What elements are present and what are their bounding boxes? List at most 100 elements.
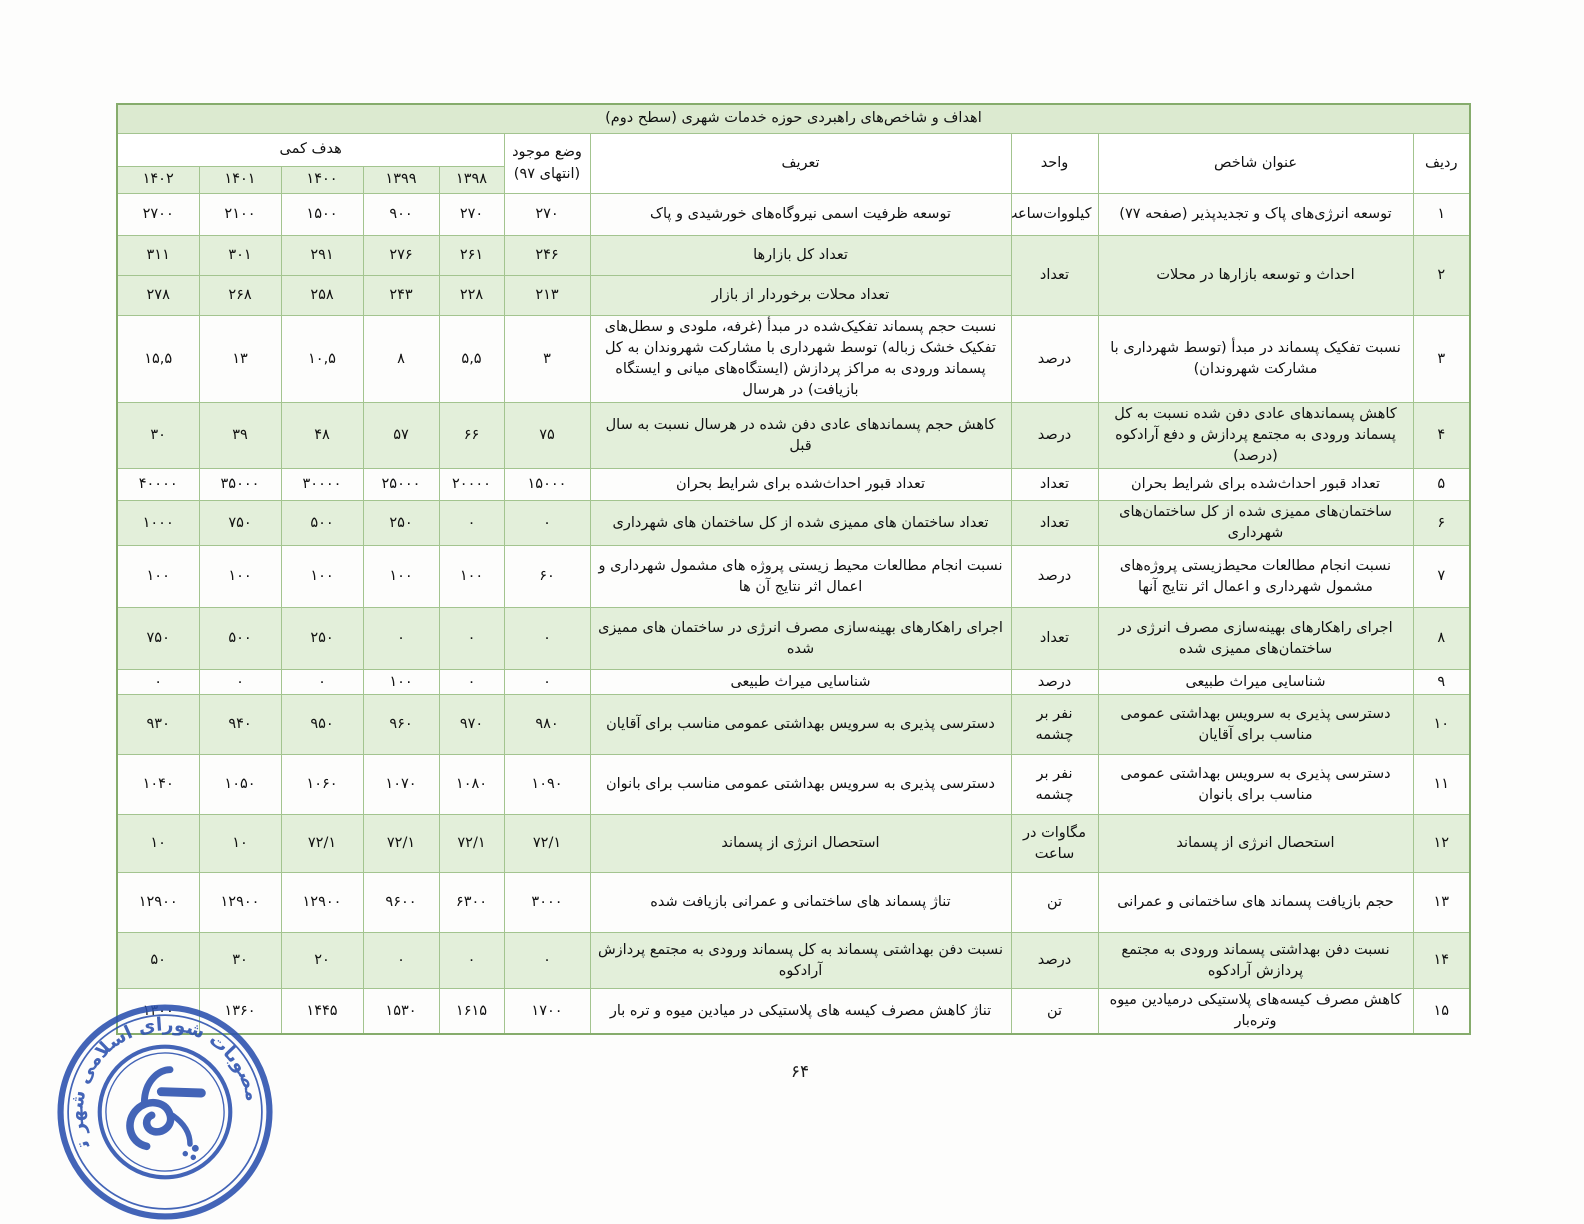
indicator-cell: احداث و توسعه بازارها در محلات <box>1097 235 1414 316</box>
unit-cell: تعداد <box>1010 607 1099 671</box>
table-subrow: تعداد محلات برخوردار از بازار ۲۱۳ ۲۲۸ ۲۴… <box>116 275 1470 316</box>
value-cell: ۲۷۶ <box>362 235 440 276</box>
definition-cell: نسبت حجم پسماند تفکیک‌شده در مبدأ (غرفه،… <box>589 314 1012 404</box>
value-cell: ۶۳۰۰ <box>438 872 505 934</box>
value-cell: ۱۰۸۰ <box>438 754 505 816</box>
unit-cell: مگاوات در ساعت <box>1010 814 1099 874</box>
status-line2: (انتهای ۹۷) <box>513 165 581 182</box>
value-cell: ۱۲۹۰۰ <box>116 872 200 934</box>
unit-cell: درصد <box>1010 669 1099 696</box>
value-cell: ۱۵۰۰۰ <box>503 468 591 502</box>
definition-cell: تعداد قبور احداث‌شده برای شرایط بحران <box>589 468 1012 502</box>
value-cell: ۱۲۹۰۰ <box>280 872 364 934</box>
value-cell: ۰ <box>438 932 505 990</box>
row-number-cell: ۱ <box>1412 193 1471 236</box>
value-cell: ۰ <box>280 669 364 696</box>
row-number-cell: ۵ <box>1412 468 1471 502</box>
row-number-cell: ۱۰ <box>1412 694 1471 756</box>
value-cell: ۳۰۱ <box>198 235 282 276</box>
value-cell: ۵,۵ <box>438 314 505 404</box>
value-cell: ۲۴۶ <box>503 235 591 276</box>
year-1401: ۱۴۰۱ <box>198 166 282 194</box>
row-number-cell: ۴ <box>1412 402 1471 470</box>
value-cell: ۹۰۰ <box>362 193 440 236</box>
definition-cell: اجرای راهکارهای بهینه‌سازی مصرف انرژی در… <box>589 607 1012 671</box>
value-cell: ۹۳۰ <box>116 694 200 756</box>
value-cell: ۵۷ <box>362 402 440 470</box>
value-cell: ۱۰۰ <box>362 545 440 609</box>
row-number-cell: ۶ <box>1412 500 1471 547</box>
value-cell: ۰ <box>503 932 591 990</box>
year-1400: ۱۴۰۰ <box>280 166 364 194</box>
value-cell: ۰ <box>116 669 200 696</box>
value-cell: ۴۰۰۰۰ <box>116 468 200 502</box>
value-cell: ۲۷۰۰ <box>116 193 200 236</box>
unit-cell: درصد <box>1010 402 1099 470</box>
value-cell: ۴۸ <box>280 402 364 470</box>
value-cell: ۹۶۰۰ <box>362 872 440 934</box>
definition-cell: شناسایی میراث طبیعی <box>589 669 1012 696</box>
value-cell: ۱۵۳۰ <box>362 988 440 1035</box>
table-row: ۱۵ کاهش مصرف کیسه‌های پلاستیکی درمیادین … <box>116 988 1471 1035</box>
table-row: ۱۳ حجم بازیافت پسماند های ساختمانی و عمر… <box>116 872 1471 934</box>
value-cell: ۷۲/۱ <box>280 814 364 874</box>
value-cell: ۱۰,۵ <box>280 314 364 404</box>
unit-cell: تن <box>1010 988 1099 1035</box>
definition-cell: استحصال انرژی از پسماند <box>589 814 1012 874</box>
value-cell: ۱۳۰۰ <box>116 988 200 1035</box>
unit-cell: تن <box>1010 872 1099 934</box>
value-cell: ۱۰۰ <box>116 545 200 609</box>
table-row: ۲ احداث و توسعه بازارها در محلات تعداد ت… <box>116 235 1471 316</box>
value-cell: ۱۵۰۰ <box>280 193 364 236</box>
value-cell: ۱۰۵۰ <box>198 754 282 816</box>
table-row: ۶ ساختمان‌های ممیزی شده از کل ساختمان‌ها… <box>116 500 1471 547</box>
unit-cell: درصد <box>1010 314 1099 404</box>
indicator-cell: کاهش مصرف کیسه‌های پلاستیکی درمیادین میو… <box>1097 988 1414 1035</box>
header-unit: واحد <box>1010 133 1099 194</box>
value-cell: ۲۵۰۰۰ <box>362 468 440 502</box>
value-cell: ۲۱۰۰ <box>198 193 282 236</box>
value-cell: ۳ <box>503 314 591 404</box>
definition-cell: تناژ کاهش مصرف کیسه های پلاستیکی در میاد… <box>589 988 1012 1035</box>
unit-cell: تعداد <box>1010 235 1099 316</box>
value-cell: ۳۰ <box>198 932 282 990</box>
value-cell: ۳۰ <box>116 402 200 470</box>
value-cell: ۵۰ <box>116 932 200 990</box>
unit-cell: کیلووات‌ساعت <box>1010 193 1099 236</box>
value-cell: ۶۰ <box>503 545 591 609</box>
definition-cell: تعداد محلات برخوردار از بازار <box>589 275 1012 316</box>
stamp-emblem <box>126 1066 206 1161</box>
indicator-cell: اجرای راهکارهای بهینه‌سازی مصرف انرژی در… <box>1097 607 1414 671</box>
header-quant-target: هدف کمی <box>116 133 505 167</box>
indicator-cell: دسترسی پذیری به سرویس بهداشتی عمومی مناس… <box>1097 754 1414 816</box>
value-cell: ۷۲/۱ <box>503 814 591 874</box>
row-number-cell: ۷ <box>1412 545 1471 609</box>
value-cell: ۲۶۱ <box>438 235 505 276</box>
row-number-cell: ۱۴ <box>1412 932 1471 990</box>
table-row: ۴ کاهش پسماندهای عادی دفن شده نسبت به کل… <box>116 402 1471 470</box>
indicators-table: اهداف و شاخص‌های راهبردی حوزه خدمات شهری… <box>115 103 1471 1036</box>
value-cell: ۲۵۰ <box>280 607 364 671</box>
value-cell: ۷۲/۱ <box>362 814 440 874</box>
table-row: ۱ توسعه انرژی‌های پاک و تجدیدپذیر (صفحه … <box>116 193 1471 236</box>
value-cell: ۷۵۰ <box>198 500 282 547</box>
value-cell: ۸ <box>362 314 440 404</box>
row-number-cell: ۳ <box>1412 314 1471 404</box>
value-cell: ۷۵ <box>503 402 591 470</box>
value-cell: ۲۲۸ <box>438 275 505 316</box>
value-cell: ۰ <box>503 607 591 671</box>
value-cell: ۵۰۰ <box>198 607 282 671</box>
indicator-cell: تعداد قبور احداث‌شده برای شرایط بحران <box>1097 468 1414 502</box>
indicator-cell: کاهش پسماندهای عادی دفن شده نسبت به کل پ… <box>1097 402 1414 470</box>
value-cell: ۱۶۱۵ <box>438 988 505 1035</box>
value-cell: ۰ <box>438 607 505 671</box>
row-number-cell: ۸ <box>1412 607 1471 671</box>
value-cell: ۳۰۰۰۰ <box>280 468 364 502</box>
indicator-cell: شناسایی میراث طبیعی <box>1097 669 1414 696</box>
value-cell: ۲۵۸ <box>280 275 364 316</box>
value-cell: ۲۷۸ <box>116 275 200 316</box>
definition-cell: کاهش حجم پسماندهای عادی دفن شده در هرسال… <box>589 402 1012 470</box>
table-row: ۸ اجرای راهکارهای بهینه‌سازی مصرف انرژی … <box>116 607 1471 671</box>
row-number-cell: ۹ <box>1412 669 1471 696</box>
